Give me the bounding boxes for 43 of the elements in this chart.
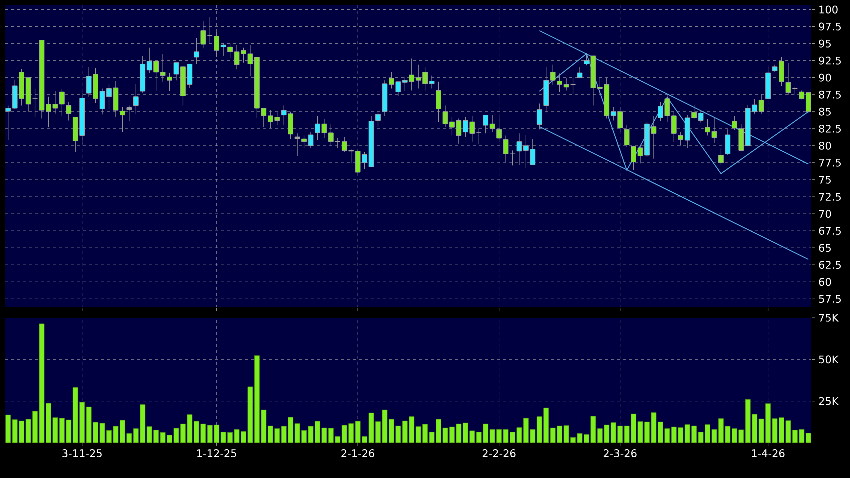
x-tick-label: 2-2-26 bbox=[482, 450, 516, 458]
y-tick-label: 65 bbox=[819, 244, 831, 252]
candlestick bbox=[133, 84, 139, 114]
candlestick bbox=[624, 125, 630, 148]
candlestick bbox=[786, 63, 792, 96]
x-tick-label: 3-11-25 bbox=[62, 450, 102, 458]
candlestick bbox=[725, 129, 731, 156]
candlestick bbox=[66, 102, 72, 122]
x-tick-label: 1-4-26 bbox=[752, 450, 785, 458]
y-tick-label: 25K bbox=[819, 397, 839, 406]
y-tick-label: 67.5 bbox=[819, 227, 841, 236]
y-tick-label: 60 bbox=[819, 278, 832, 286]
candlestick bbox=[120, 106, 126, 133]
y-tick-label: 57.5 bbox=[819, 295, 841, 304]
y-tick-label: 82.5 bbox=[819, 124, 841, 133]
candlestick bbox=[577, 66, 583, 79]
x-tick-label: 2-3-26 bbox=[604, 450, 637, 458]
candlestick bbox=[436, 82, 442, 122]
y-tick-label: 92.5 bbox=[819, 56, 841, 65]
y-tick-label: 75K bbox=[819, 314, 839, 322]
candlestick bbox=[536, 103, 542, 130]
candlestick bbox=[496, 114, 502, 143]
candlestick bbox=[167, 72, 172, 92]
y-tick-label: 85 bbox=[819, 108, 831, 116]
y-tick-label: 80 bbox=[819, 142, 832, 150]
y-tick-label: 87.5 bbox=[819, 90, 841, 99]
y-tick-label: 97.5 bbox=[819, 22, 841, 31]
x-tick-label: 2-1-26 bbox=[342, 450, 375, 458]
candlestick bbox=[732, 116, 738, 131]
candlestick bbox=[126, 105, 132, 122]
y-tick-label: 95 bbox=[819, 40, 831, 48]
y-tick-label: 72.5 bbox=[819, 193, 841, 201]
candlestick bbox=[194, 38, 200, 65]
y-tick-label: 75 bbox=[819, 176, 831, 184]
y-tick-label: 50K bbox=[819, 356, 839, 364]
y-tick-label: 90 bbox=[819, 74, 832, 82]
y-tick-label: 70 bbox=[819, 210, 832, 218]
y-tick-label: 77.5 bbox=[819, 159, 841, 167]
y-tick-label: 100 bbox=[820, 6, 838, 14]
candlestick bbox=[718, 148, 724, 166]
x-tick-label: 1-12-25 bbox=[198, 450, 236, 458]
candlestick bbox=[376, 112, 381, 128]
y-tick-label: 62.5 bbox=[819, 261, 841, 270]
